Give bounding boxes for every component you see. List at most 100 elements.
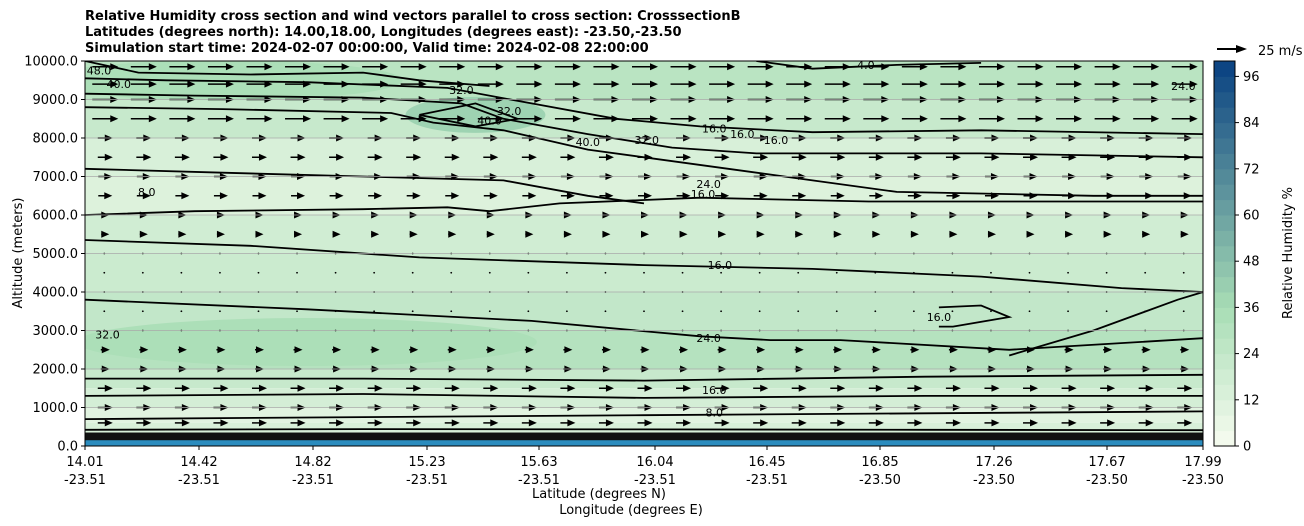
wind-arrow <box>949 230 958 238</box>
wind-arrow <box>791 384 807 392</box>
wind-arrow <box>411 271 414 274</box>
wind-arrow <box>524 346 534 354</box>
wind-arrow <box>367 153 383 161</box>
wind-arrow <box>978 63 1005 71</box>
wind-arrow <box>797 271 800 274</box>
wind-arrow <box>216 230 225 238</box>
wind-arrow <box>477 115 504 123</box>
wind-arrow <box>174 419 190 427</box>
wind-arrow <box>1182 271 1185 274</box>
wind-arrow <box>1067 310 1069 313</box>
wind-arrow <box>753 384 769 392</box>
wind-arrow <box>872 230 881 238</box>
wind-arrow <box>795 230 804 238</box>
wind-arrow <box>527 271 530 274</box>
wind-arrow <box>565 271 568 274</box>
wind-arrow <box>1142 230 1151 238</box>
wind-arrow <box>676 192 691 200</box>
wind-arrow <box>252 192 267 200</box>
wind-arrow <box>1138 419 1154 427</box>
wind-arrow <box>1023 384 1039 392</box>
wind-arrow <box>714 384 730 392</box>
wind-arrow <box>290 384 306 392</box>
wind-arrow <box>285 63 312 71</box>
wind-arrow <box>560 153 576 161</box>
wind-arrow <box>676 153 692 161</box>
contour-labels: 48.040.0 32.040.032.040.0 32.016.0 16.0 16.0… <box>87 61 1196 420</box>
wind-arrow <box>824 63 851 71</box>
wind-arrow <box>912 310 915 313</box>
x-tick-label-lon: -23.51 <box>64 473 106 488</box>
wind-arrow <box>439 80 466 88</box>
wind-arrow <box>103 310 106 313</box>
wind-arrow <box>874 271 877 274</box>
wind-arrow <box>1141 346 1151 354</box>
wind-arrow <box>483 192 498 200</box>
contour-line <box>85 77 1203 135</box>
contour-line <box>85 106 1203 197</box>
contour-label: 32.0 <box>95 328 120 341</box>
wind-arrow <box>169 63 196 71</box>
wind-arrow <box>213 419 229 427</box>
humidity-contours <box>85 61 1203 432</box>
wind-arrow <box>362 115 389 123</box>
y-tick-label: 0.0 <box>57 440 78 455</box>
contour-line <box>85 239 1203 293</box>
wind-arrow <box>1171 115 1198 123</box>
wind-arrow <box>257 310 260 313</box>
colorbar-swatch <box>1214 76 1235 93</box>
wind-arrow <box>1177 384 1193 392</box>
wind-arrow <box>753 192 768 200</box>
wind-arrow <box>486 230 495 238</box>
wind-arrow <box>637 419 653 427</box>
contour-line <box>85 373 1203 382</box>
x-tick-label-lat: 14.01 <box>66 455 103 470</box>
wind-arrow <box>450 271 453 274</box>
wind-arrow <box>486 346 496 354</box>
wind-arrow <box>709 63 736 71</box>
wind-arrow <box>910 230 919 238</box>
wind-arrow <box>717 346 727 354</box>
wind-arrow <box>329 153 345 161</box>
wind-arrow <box>130 115 157 123</box>
wind-arrow <box>362 80 389 88</box>
wind-arrow <box>97 384 113 392</box>
wind-arrow <box>1028 271 1031 274</box>
wind-arrow <box>169 115 196 123</box>
wind-arrow <box>409 346 419 354</box>
wind-arrow <box>912 271 915 274</box>
x-tick-label-lat: 16.85 <box>861 455 898 470</box>
colorbar-swatch <box>1214 107 1235 124</box>
wind-arrow <box>907 384 923 392</box>
wind-key-label: 25 m/s <box>1258 44 1303 59</box>
wind-arrow <box>291 192 306 200</box>
contour-label: 16.0 <box>702 122 727 135</box>
wind-arrow <box>984 419 1000 427</box>
contour-line <box>85 410 1203 420</box>
wind-arrow <box>219 271 221 274</box>
title-line-1: Relative Humidity cross section and wind… <box>85 9 741 24</box>
wind-arrow <box>786 80 813 88</box>
humidity-fill <box>85 61 1203 446</box>
wind-arrow <box>174 384 190 392</box>
wind-arrow <box>940 115 967 123</box>
wind-arrow <box>945 384 961 392</box>
wind-arrow <box>709 115 736 123</box>
wind-arrow <box>1100 384 1116 392</box>
wind-arrow <box>637 384 653 392</box>
wind-arrow <box>871 346 881 354</box>
wind-arrow <box>1100 153 1116 161</box>
wind-arrow <box>1133 115 1160 123</box>
contour-line <box>85 167 645 205</box>
wind-arrow <box>296 271 298 274</box>
wind-arrow <box>329 419 345 427</box>
colorbar-tick-label: 0 <box>1243 440 1251 455</box>
wind-arrow <box>444 153 460 161</box>
contour-line <box>85 92 1203 159</box>
wind-arrow <box>1144 310 1147 313</box>
colorbar-swatch <box>1214 338 1235 355</box>
wind-arrow <box>141 310 144 313</box>
wind-arrow <box>1023 419 1039 427</box>
wind-arrow <box>907 419 923 427</box>
wind-arrow <box>786 115 813 123</box>
